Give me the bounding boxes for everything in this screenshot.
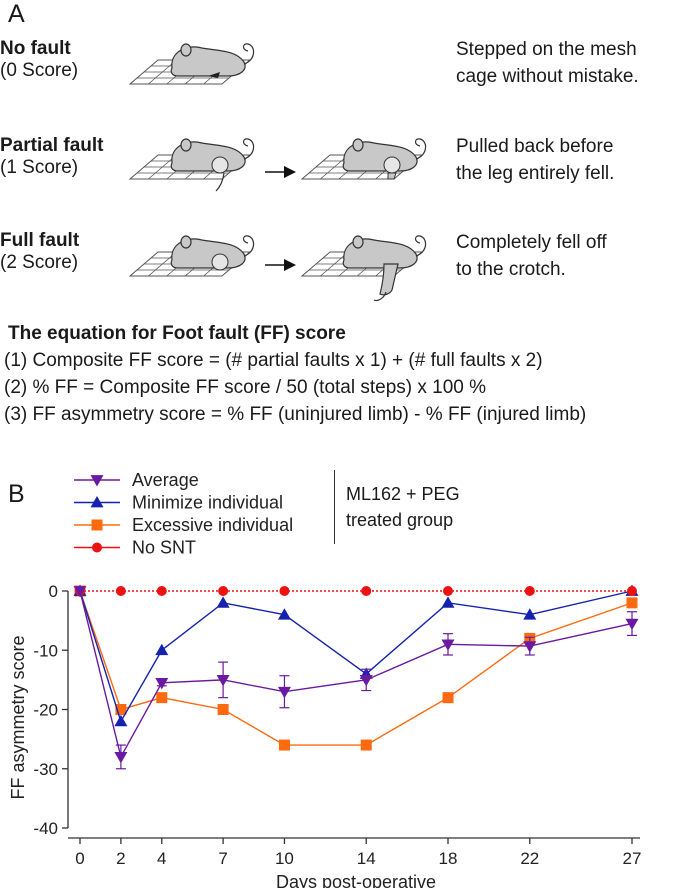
row-score: (0 Score) [0,60,79,81]
x-axis-label: Days post-operative [276,872,436,888]
data-point [360,739,372,751]
mouse-icon [170,235,255,271]
data-point [443,586,453,596]
x-tick-label: 4 [157,849,166,868]
row-description: Completely fell off to the crotch. [456,229,607,283]
series-line [79,590,633,759]
desc-line: Stepped on the mesh [456,39,637,60]
group-label-line: ML162 + PEG [346,484,460,504]
equation-line: (3) FF asymmetry score = % FF (uninjured… [4,404,587,425]
arrow-right-icon [265,166,296,178]
y-tick-label: 0 [49,582,58,601]
data-point [523,641,537,653]
desc-line: Pulled back before [456,136,614,157]
x-tick-label: 10 [275,849,294,868]
y-tick-label: -40 [33,819,58,838]
legend-marker [92,542,102,553]
equation-line: (1) Composite FF score = (# partial faul… [4,350,543,371]
row-description: Pulled back before the leg entirely fell… [456,133,614,187]
data-point [156,586,167,596]
x-tick-label: 27 [623,849,642,868]
data-point [155,677,169,690]
mouse-icon [342,235,427,302]
legend-marker [91,519,103,531]
y-tick-label: -30 [33,760,58,779]
data-point [359,675,373,687]
data-point [218,586,229,596]
y-axis-label: FF asymmetry score [8,635,28,799]
legend-label: Average [132,470,199,490]
data-point [626,597,638,609]
legend-label: Excessive individual [132,515,293,535]
data-point [216,596,230,608]
data-point [277,686,291,699]
data-point [114,752,128,764]
row-score: (1 Score) [0,157,79,178]
legend-divider [334,470,335,544]
data-point [114,714,128,727]
row-title: Full fault [0,230,80,251]
y-tick-label: -10 [33,641,58,660]
arrow-right-icon [265,259,296,271]
row-score: (2 Score) [0,252,79,273]
panel-b-letter: B [8,480,25,508]
data-point [115,586,126,596]
x-tick-label: 22 [520,849,539,868]
data-point [277,608,291,620]
data-point [73,586,87,598]
row-full-fault: Full fault (2 Score) [0,230,79,274]
data-point [627,586,637,596]
series-line [79,590,633,746]
data-point [278,739,290,751]
row-title: Partial fault [0,135,104,156]
data-point [524,586,535,596]
data-point [625,618,639,631]
legend-marker [90,475,104,487]
data-point [441,639,455,651]
data-point [217,704,229,715]
mouse-icon [170,43,255,78]
desc-line: to the crotch. [456,259,566,280]
legend-label: Minimize individual [132,493,283,513]
group-label: ML162 + PEG treated group [346,481,460,533]
row-title: No fault [0,38,71,59]
mouse-illustrations [129,43,427,302]
data-point [441,596,455,608]
desc-line: cage without mistake. [456,66,639,87]
data-point [155,643,169,656]
mouse-icon [342,138,427,180]
data-point [216,675,230,687]
y-tick-label: -20 [33,701,58,720]
row-no-fault: No fault (0 Score) [0,38,78,82]
data-point [442,692,454,704]
legend-label: No SNT [132,538,196,558]
panel-a-letter: A [8,0,25,28]
row-partial-fault: Partial fault (1 Score) [0,135,103,179]
data-point [279,586,290,596]
plot-area: 0 -10 -20 -30 -40 0 2 4 7 10 14 18 22 27 Days post-ope… [8,582,641,888]
x-tick-label: 7 [218,849,227,868]
x-tick-label: 18 [439,849,458,868]
group-label-line: treated group [346,510,454,530]
equation-title: The equation for Foot fault (FF) score [8,323,346,344]
mouse-icon [170,138,255,192]
data-point [523,608,537,620]
desc-line: Completely fell off [456,232,607,253]
legend-marker [90,496,104,508]
x-tick-label: 2 [116,849,125,868]
data-point [156,692,168,704]
row-description: Stepped on the mesh cage without mistake… [456,36,639,90]
data-point [361,586,372,596]
x-tick-label: 0 [75,849,84,868]
x-tick-label: 14 [357,849,376,868]
desc-line: the leg entirely fell. [456,163,615,184]
equation-line: (2) % FF = Composite FF score / 50 (tota… [4,377,487,398]
data-point [115,704,127,715]
